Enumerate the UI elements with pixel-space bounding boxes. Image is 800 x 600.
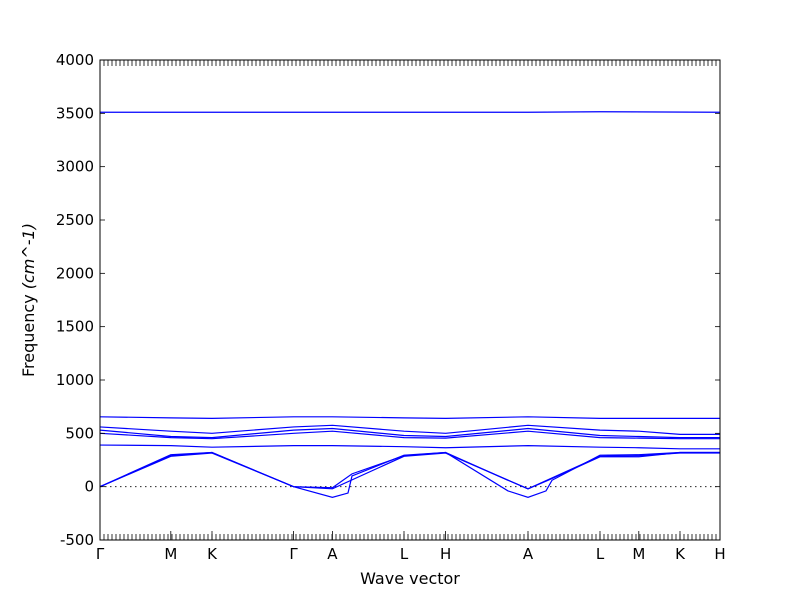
y-axis-title-unit: (cm^-1) [19, 223, 38, 289]
band-line-9 [99, 452, 720, 490]
y-axis-title-group: Frequency (cm^-1) [19, 223, 38, 377]
x-tick-label: L [596, 545, 605, 563]
band-line-7 [99, 451, 720, 490]
bands-layer [99, 111, 721, 498]
ticks-layer [99, 59, 721, 541]
y-tick-label: 1500 [56, 318, 94, 336]
y-tick-label: -500 [60, 531, 94, 549]
band-line-6 [99, 444, 720, 450]
plot-frame [99, 59, 721, 541]
band-line-5 [99, 430, 720, 440]
x-tick-label: K [207, 545, 218, 563]
x-tick-label: L [400, 545, 409, 563]
y-axis-title-text: Frequency [19, 289, 38, 377]
y-tick-label: 2500 [56, 211, 94, 229]
y-axis-title: Frequency (cm^-1) [19, 223, 38, 377]
y-tick-label: 1000 [56, 371, 94, 389]
x-tick-label: H [440, 545, 451, 563]
x-tick-label: H [714, 545, 725, 563]
x-tick-label: K [675, 545, 686, 563]
y-tick-label: 2000 [56, 264, 94, 282]
x-tick-label: Γ [289, 545, 298, 563]
x-tick-label: A [327, 545, 338, 563]
x-tick-label: Γ [96, 545, 105, 563]
y-tick-label: 0 [84, 478, 94, 496]
y-tick-labels: -500 0 500 1000 1500 2000 2500 3000 3500 4000 [56, 51, 94, 549]
x-tick-label: M [632, 545, 645, 563]
band-line-4 [99, 427, 720, 439]
x-axis-title: Wave vector [360, 569, 460, 588]
band-line-1 [100, 111, 721, 113]
band-line-8 [99, 451, 720, 498]
x-tick-label: A [523, 545, 534, 563]
band-line-2 [99, 416, 720, 420]
y-tick-label: 3000 [56, 158, 94, 176]
y-tick-label: 500 [65, 424, 94, 442]
y-tick-label: 4000 [56, 51, 94, 69]
band-line-3 [99, 424, 720, 435]
x-tick-label: M [164, 545, 177, 563]
y-tick-label: 3500 [56, 104, 94, 122]
